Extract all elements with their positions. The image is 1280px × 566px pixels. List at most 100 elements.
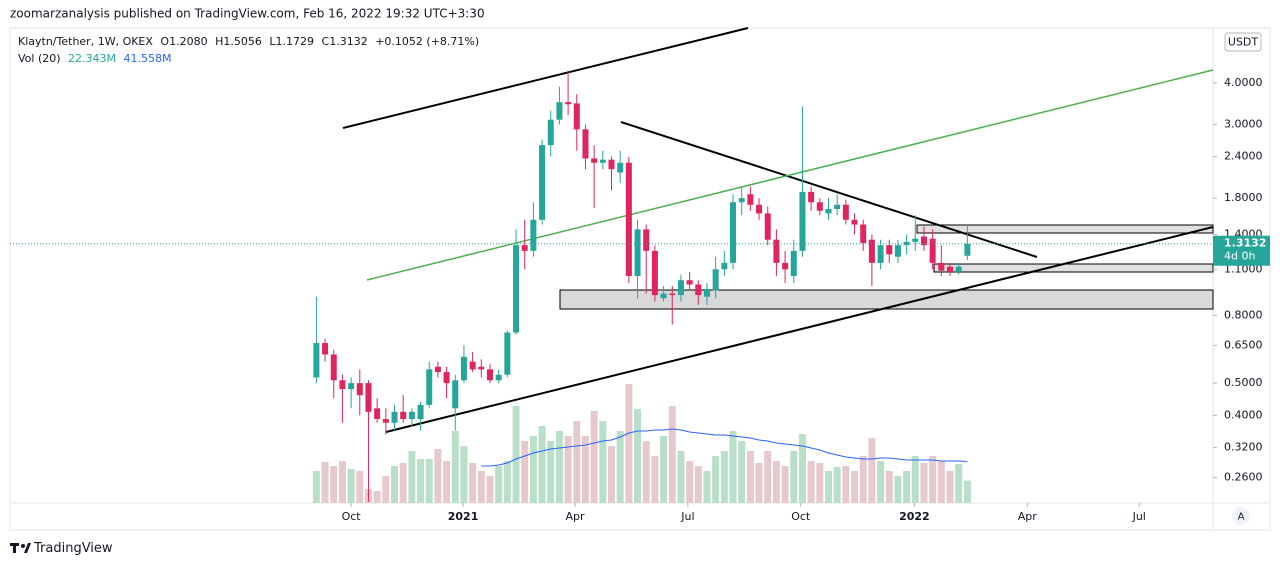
volume-bar [729,431,737,503]
x-tick-label: Oct [791,510,811,523]
candle-body [539,145,546,220]
resistance-zone [916,224,1214,234]
y-tick-label: 0.4000 [1224,408,1263,421]
trend-line [366,69,1214,281]
volume-bar [451,431,459,503]
candle-body [452,380,459,409]
currency[interactable]: USDT [1228,36,1259,49]
y-tick-label: 2.4000 [1224,150,1263,163]
candle-body [825,209,832,214]
candle-body [365,383,372,412]
volume-bar [877,461,885,503]
candle-body [712,269,719,291]
volume-bar [842,466,850,503]
candle-body [721,262,728,270]
candle-body [513,245,520,333]
x-tick-label: Jul [680,510,694,523]
currency-button[interactable] [1224,32,1262,52]
volume-bar [868,438,876,503]
volume-bar [946,471,954,503]
candle-body [565,102,572,105]
candle-body [400,411,407,420]
c-value: 1.3132 [329,35,368,48]
candle-body [417,404,424,420]
volume-bar [625,384,633,503]
candle-body [330,354,337,381]
candle-body [799,191,806,251]
zone [933,263,1214,273]
volume-bar [408,451,416,503]
volume-bar [495,466,503,503]
candle-body [955,266,962,272]
candle-body [582,129,589,159]
volume-bar [547,441,555,503]
last-price-label: 1.3132 [1224,237,1266,250]
volume-bar [885,471,893,503]
volume-bar [929,456,937,503]
legend: Klaytn/Tether, 1W, OKEX O1.2080 H1.5056 … [18,35,479,48]
volume-bar [469,463,477,503]
volume-bar [772,461,780,503]
y-tick-label: 4.0000 [1224,76,1263,89]
volume-bar [512,406,520,503]
volume-bar [894,476,902,503]
candle-body [747,194,754,205]
y-tick-label: 1.8000 [1224,191,1263,204]
volume-bar [616,431,624,503]
symbol: Klaytn/Tether, 1W, OKEX [18,35,153,48]
volume-bar [529,436,537,503]
candle-body [374,408,381,420]
x-tick-label: 2021 [448,510,479,523]
y-tick-label: 0.3200 [1224,441,1263,454]
x-tick-label: 2022 [899,510,930,523]
auto-scale-button[interactable] [1232,507,1250,525]
candle-body [426,369,433,405]
logo [10,543,31,553]
volume-bar [920,463,928,503]
y-tick-label: 0.6500 [1224,338,1263,351]
volume-bar [738,441,746,503]
c-label: C [322,35,330,48]
volume-bar [781,466,789,503]
candle-body [677,280,684,296]
candle-body [842,204,849,220]
candle-body [547,119,554,146]
drawings [342,27,1214,433]
y-tick-label: 0.8000 [1224,308,1263,321]
candle-body [669,293,676,296]
candle-body [643,229,650,251]
volume-bar [443,461,451,503]
candle-body [903,241,910,246]
volume-bar [599,421,607,503]
candle-body [920,236,927,246]
volume-bar [955,464,963,503]
volume-bar [555,431,563,503]
candle-body [434,366,441,373]
candle-body [469,361,476,370]
volume-bar [538,426,546,503]
candle-body [782,262,789,270]
volume-bar [833,467,841,503]
candle-body [790,250,797,277]
volume-bar [755,463,763,503]
candle-body [573,103,580,130]
volume-pane [312,384,971,503]
auto-scale-label[interactable]: A [1238,512,1245,523]
volume-bar [824,471,832,503]
volume-bar [903,471,911,503]
volume-bar [651,456,659,503]
vol-ma-value: 41.558M [124,52,172,65]
candle-body [599,159,606,163]
volume-bar [790,451,798,503]
volume-ma-line [481,428,968,467]
logo-mark [21,544,25,548]
candle-body [591,158,598,163]
trend-line [620,121,1038,258]
volume-bar [581,436,589,503]
candle-body [894,245,901,257]
candle-body [860,224,867,243]
y-tick-label: 0.2600 [1224,471,1263,484]
logo-mark [13,543,16,553]
candle-body [660,293,667,299]
